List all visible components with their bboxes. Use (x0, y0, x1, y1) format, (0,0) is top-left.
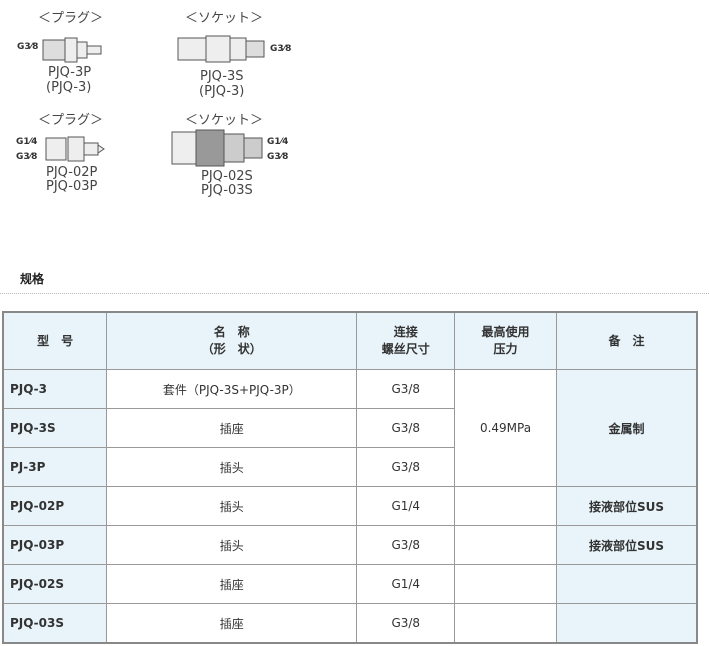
cell-pressure (454, 603, 557, 644)
cell-model: PJQ-3S (2, 408, 108, 448)
cell-model: PJQ-02P (2, 486, 108, 526)
cell-remark: 金属制 (555, 369, 698, 487)
thread-label: G3⁄8 (17, 42, 39, 52)
plug-icon (42, 37, 102, 63)
header-pressure: 最高使用 压力 (454, 311, 557, 370)
cell-remark (555, 603, 698, 644)
model-label: PJQ-02P (46, 165, 98, 180)
figure-title: ＜ソケット＞ (185, 113, 264, 128)
cell-thread: G3/8 (356, 603, 456, 644)
cell-model: PJQ-02S (2, 564, 108, 604)
cell-remark: 接液部位SUS (555, 525, 698, 565)
cell-name: 插座 (106, 408, 358, 448)
header-name: 名 称（形 状） (106, 311, 358, 370)
table-row: PJ-3P 插头 G3/8 (2, 447, 697, 487)
model-label: PJQ-3S (200, 69, 244, 84)
cell-pressure: 0.49MPa (454, 369, 557, 487)
divider (0, 293, 709, 294)
cell-remark (555, 564, 698, 604)
model-sub-label: (PJQ-3) (199, 84, 245, 99)
cell-name: 插头 (106, 486, 358, 526)
cell-thread: G3/8 (356, 408, 456, 448)
table-row: PJQ-3S 插座 G3/8 (2, 408, 697, 448)
cell-model: PJQ-03S (2, 603, 108, 644)
thread-label: G1⁄4 (267, 137, 289, 147)
cell-name: 套件（PJQ-3S+PJQ-3P） (106, 369, 358, 409)
section-title: 规格 (20, 272, 45, 286)
thread-label: G3⁄8 (270, 44, 292, 54)
cell-thread: G3/8 (356, 447, 456, 487)
cell-model: PJ-3P (2, 447, 108, 487)
cell-name: 插座 (106, 564, 358, 604)
table-row: PJQ-03S 插座 G3/8 (2, 603, 698, 644)
figure-title: ＜プラグ＞ (38, 113, 104, 128)
spec-table: 型 号 名 称（形 状） 连接 螺丝尺寸 最高使用 压力 备 注 PJQ-3 套件（… (2, 311, 698, 644)
table-row: PJQ-03P 插头 G3/8 接液部位SUS (2, 525, 698, 565)
model-sub-label: PJQ-03P (46, 179, 98, 194)
cell-remark: 接液部位SUS (555, 486, 698, 526)
cell-model: PJQ-03P (2, 525, 108, 565)
socket-icon (171, 129, 263, 167)
table-row: PJQ-3 套件（PJQ-3S+PJQ-3P） G3/8 0.49MPa 金属制 (2, 369, 698, 487)
cell-thread: G3/8 (356, 525, 456, 565)
header-thread: 连接 螺丝尺寸 (356, 311, 456, 370)
cell-thread: G3/8 (356, 369, 456, 409)
thread-label: G1⁄4 (16, 137, 38, 147)
header-model: 型 号 (2, 311, 108, 370)
figure-title: ＜ソケット＞ (185, 11, 264, 26)
table-header: 型 号 名 称（形 状） 连接 螺丝尺寸 最高使用 压力 备 注 (2, 311, 698, 370)
model-label: PJQ-02S (201, 169, 253, 184)
figure-title: ＜プラグ＞ (38, 11, 104, 26)
table-row: PJQ-02P 插头 G1/4 接液部位SUS (2, 486, 698, 526)
cell-thread: G1/4 (356, 564, 456, 604)
table-row: PJQ-02S 插座 G1/4 (2, 564, 698, 604)
header-remark: 备 注 (555, 311, 698, 370)
cell-name: 插座 (106, 603, 358, 644)
thread-label-2: G3⁄8 (267, 152, 289, 162)
thread-label-2: G3⁄8 (16, 152, 38, 162)
cell-name: 插头 (106, 525, 358, 565)
cell-pressure (454, 486, 557, 526)
model-sub-label: (PJQ-3) (46, 80, 92, 95)
plug-icon (45, 136, 105, 162)
socket-icon (177, 35, 265, 63)
model-sub-label: PJQ-03S (201, 183, 253, 198)
cell-name: 插头 (106, 447, 358, 487)
cell-thread: G1/4 (356, 486, 456, 526)
cell-pressure (454, 525, 557, 565)
cell-model: PJQ-3 (2, 369, 108, 409)
cell-pressure (454, 564, 557, 604)
model-label: PJQ-3P (48, 65, 92, 80)
